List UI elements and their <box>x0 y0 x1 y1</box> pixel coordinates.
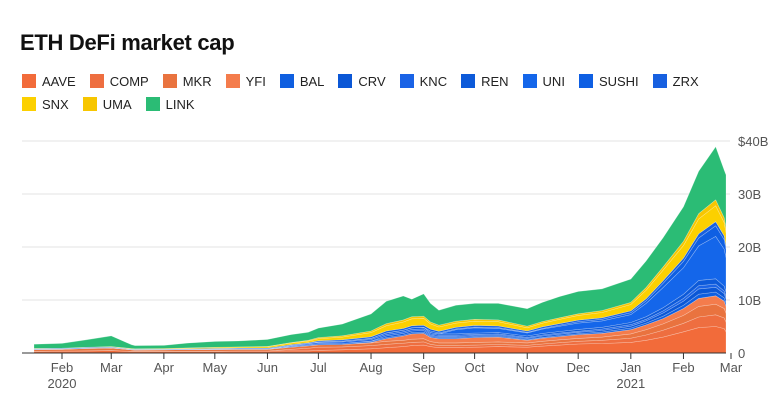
series-area-knc <box>33 283 727 351</box>
y-tick-label: 20B <box>738 240 761 255</box>
legend-swatch <box>652 74 667 88</box>
legend-item-bal: BAL <box>279 70 325 92</box>
x-tick-label: Mar <box>100 360 123 375</box>
series-area-uma <box>33 199 727 350</box>
legend-swatch <box>89 74 104 88</box>
series-area-link <box>33 146 727 350</box>
x-tick-label: Dec <box>567 360 591 375</box>
x-tick-label: Jun <box>257 360 278 375</box>
legend-label: UNI <box>542 73 565 89</box>
x-tick-label: Feb <box>672 360 694 375</box>
legend-label: CRV <box>358 73 386 89</box>
y-axis-ticks: 0 10B 20B 30B $40B <box>738 134 768 361</box>
legend-item-snx: SNX <box>22 93 69 115</box>
x-tick-label: Aug <box>359 360 382 375</box>
x-tick-year-label: 2021 <box>616 376 645 391</box>
x-tick-label: Mar <box>720 360 743 375</box>
series-area-sushi <box>33 225 727 351</box>
series-area-mkr <box>33 303 727 352</box>
legend-item-uma: UMA <box>82 93 132 115</box>
legend-item-crv: CRV <box>338 70 386 92</box>
legend-item-link: LINK <box>145 93 195 115</box>
legend-item-knc: KNC <box>399 70 448 92</box>
y-tick-label: 0 <box>738 346 745 361</box>
legend-swatch <box>22 97 36 111</box>
legend-label: ZRX <box>672 73 699 89</box>
series-area-uni <box>33 236 727 351</box>
x-tick-label: Jan <box>620 360 641 375</box>
legend-swatch <box>145 97 160 111</box>
x-tick-year-label: 2020 <box>48 376 77 391</box>
legend-item-uni: UNI <box>522 70 565 92</box>
legend-swatch <box>279 74 294 88</box>
chart-title: ETH DeFi market cap <box>20 30 235 55</box>
legend-item-comp: COMP <box>89 70 149 92</box>
x-tick-label: Oct <box>464 360 485 375</box>
legend-label: YFI <box>245 73 266 89</box>
y-tick-label: 30B <box>738 187 761 202</box>
legend-swatch <box>22 74 36 88</box>
chart-legend: AAVE COMP MKR YFI BAL CRV KNC REN UNI SUSHI ZRX SNX… <box>22 70 762 116</box>
legend-item-ren: REN <box>461 70 509 92</box>
legend-label: SUSHI <box>598 73 639 89</box>
x-tick-label: Apr <box>154 360 175 375</box>
legend-label: MKR <box>182 73 212 89</box>
legend-label: LINK <box>165 96 195 112</box>
x-tick-label: Feb <box>51 360 73 375</box>
y-tick-label: 10B <box>738 293 761 308</box>
legend-item-mkr: MKR <box>162 70 212 92</box>
legend-item-zrx: ZRX <box>652 70 699 92</box>
stacked-areas <box>33 146 727 354</box>
legend-label: KNC <box>419 73 448 89</box>
legend-item-yfi: YFI <box>225 70 266 92</box>
x-tick-label: Sep <box>412 360 435 375</box>
legend-swatch <box>522 74 537 88</box>
legend-item-sushi: SUSHI <box>578 70 639 92</box>
x-tick-label: May <box>203 360 228 375</box>
x-tick-label: Nov <box>516 360 540 375</box>
y-tick-label: $40B <box>738 134 768 149</box>
legend-swatch <box>578 74 593 88</box>
legend-label: UMA <box>102 96 132 112</box>
legend-swatch <box>338 74 353 88</box>
legend-label: BAL <box>299 73 325 89</box>
x-tick-label: Jul <box>310 360 327 375</box>
legend-swatch <box>225 74 240 88</box>
legend-label: SNX <box>42 96 69 112</box>
legend-label: AAVE <box>42 73 76 89</box>
legend-label: REN <box>481 73 509 89</box>
legend-swatch <box>461 74 476 88</box>
legend-label: COMP <box>109 73 149 89</box>
legend-item-aave: AAVE <box>22 70 76 92</box>
legend-swatch <box>399 74 414 88</box>
gridlines <box>22 140 730 301</box>
legend-swatch <box>162 74 177 88</box>
legend-swatch <box>82 97 97 111</box>
